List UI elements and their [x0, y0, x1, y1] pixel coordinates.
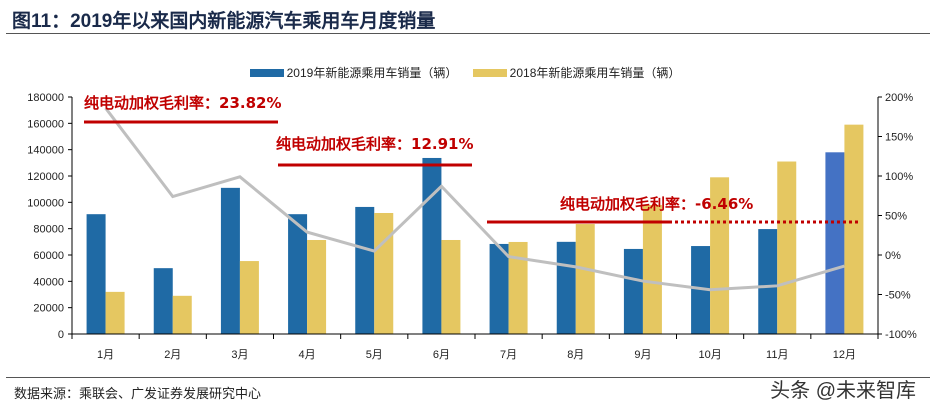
bar-2019-3 [220, 187, 240, 334]
bar-2018-11 [777, 161, 797, 334]
annotation-1-label: 纯电动加权毛利率： [84, 94, 220, 112]
bar-2019-5 [355, 206, 375, 334]
footer-divider [6, 377, 930, 378]
annotation-2: 纯电动加权毛利率：12.91% [276, 133, 474, 154]
bar-2018-7 [508, 241, 528, 334]
right-tick-label: 50% [885, 211, 907, 223]
right-tick-label: -50% [885, 290, 911, 302]
bar-2018-2 [172, 295, 192, 334]
x-tick-label: 2月 [164, 349, 181, 361]
growth-line [104, 107, 845, 292]
x-tick-label: 3月 [231, 349, 248, 361]
left-tick-label: 40000 [33, 276, 64, 288]
title-divider [6, 33, 930, 34]
x-tick-label: 12月 [833, 349, 856, 361]
bar-2019-7 [489, 243, 509, 334]
bar-2018-12 [844, 124, 864, 335]
annotation-3-label: 纯电动加权毛利率： [560, 195, 696, 213]
x-tick-label: 9月 [634, 349, 651, 361]
x-tick-label: 4月 [299, 349, 316, 361]
right-tick-label: -100% [885, 329, 917, 341]
left-tick-label: 0 [58, 329, 64, 341]
watermark: 头条 @未来智库 [770, 380, 916, 402]
bar-2018-10 [710, 177, 730, 334]
bar-2019-12 [825, 152, 845, 334]
x-tick-label: 6月 [433, 349, 450, 361]
annotation-3: 纯电动加权毛利率：-6.46% [560, 193, 753, 214]
bar-2018-1 [105, 291, 125, 334]
bar-2019-6 [422, 157, 442, 334]
left-tick-label: 180000 [27, 92, 64, 104]
legend-item-2018: 2018年新能源乘用车销量（辆） [472, 64, 681, 81]
legend-label-2018: 2018年新能源乘用车销量（辆） [509, 66, 681, 80]
right-tick-label: 200% [885, 92, 913, 104]
left-tick-label: 60000 [33, 250, 64, 262]
bar-2019-11 [758, 229, 778, 334]
bar-2019-8 [556, 241, 576, 334]
bar-2019-4 [288, 214, 308, 334]
x-tick-label: 8月 [567, 349, 584, 361]
legend-label-2019: 2019年新能源乘用车销量（辆） [286, 66, 458, 80]
right-tick-label: 0% [885, 250, 901, 262]
legend-item-2019: 2019年新能源乘用车销量（辆） [249, 64, 458, 81]
bar-2019-2 [153, 268, 173, 334]
source-note: 数据来源：乘联会、广发证券发展研究中心 [14, 386, 262, 401]
bar-2018-4 [307, 239, 327, 334]
chart-plot: 1月 2月 3月 4月 5月 6月 7月 8月 9月 10月 11月 12月 0 20000 40000 60… [27, 92, 917, 361]
legend-swatch-2019 [249, 68, 284, 77]
annotation-3-value: -6.46% [695, 195, 754, 213]
bar-2018-8 [575, 224, 595, 334]
annotation-2-value: 12.91% [411, 135, 474, 153]
bar-2018-6 [441, 239, 461, 334]
x-tick-label: 7月 [500, 349, 517, 361]
left-tick-label: 160000 [27, 118, 64, 130]
bar-2019-9 [623, 248, 643, 334]
left-tick-label: 20000 [33, 303, 64, 315]
x-tick-label: 10月 [698, 349, 721, 361]
left-tick-label: 100000 [27, 197, 64, 209]
bar-2018-5 [374, 212, 394, 334]
bar-2018-3 [239, 261, 259, 334]
left-tick-label: 140000 [27, 145, 64, 157]
legend-swatch-2018 [472, 68, 507, 77]
bar-2018-9 [642, 204, 662, 334]
bar-2019-1 [86, 214, 106, 334]
legend: 2019年新能源乘用车销量（辆） 2018年新能源乘用车销量（辆） [0, 64, 930, 81]
x-tick-label: 11月 [766, 349, 788, 361]
figure-title: 图11：2019年以来国内新能源汽车乘用车月度销量 [12, 11, 436, 32]
left-tick-label: 80000 [33, 224, 64, 236]
right-tick-label: 150% [885, 132, 913, 144]
left-tick-label: 120000 [27, 171, 64, 183]
x-tick-label: 1月 [97, 349, 114, 361]
right-tick-label: 100% [885, 171, 913, 183]
annotation-2-label: 纯电动加权毛利率： [276, 135, 412, 153]
annotation-1-value: 23.82% [219, 94, 282, 112]
annotation-1: 纯电动加权毛利率：23.82% [84, 92, 282, 113]
x-tick-label: 5月 [366, 349, 383, 361]
